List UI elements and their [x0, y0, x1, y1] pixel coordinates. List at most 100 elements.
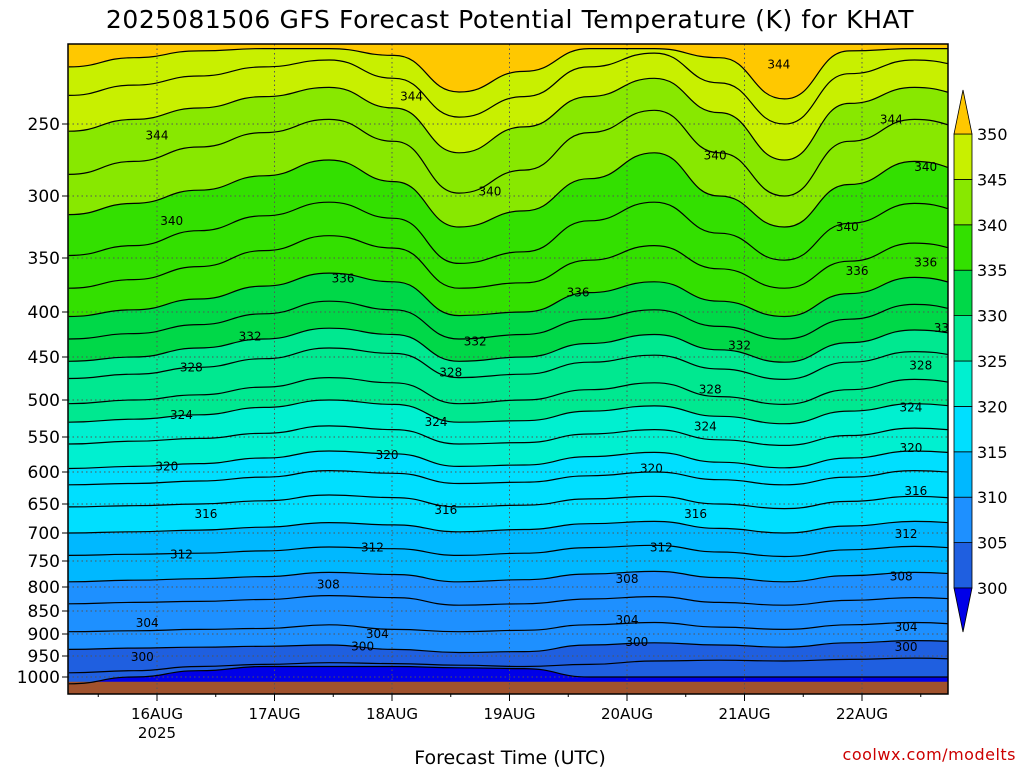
- colorbar-arrow-top: [953, 89, 973, 135]
- contour-line-346: [68, 52, 948, 125]
- colorbar-segment: [953, 133, 973, 180]
- contour-label: 320: [376, 448, 399, 462]
- colorbar-segment: [953, 405, 973, 453]
- colorbar-label: 320: [977, 397, 1008, 416]
- x-year-label: 2025: [138, 724, 176, 742]
- contour-label: 324: [694, 420, 717, 434]
- y-tick-label: 600: [28, 463, 60, 483]
- y-tick-label: 750: [28, 552, 60, 572]
- contour-label: 300: [895, 640, 918, 654]
- contour-label: 316: [195, 507, 218, 521]
- colorbar-label: 315: [977, 443, 1008, 462]
- colorbar-label: 335: [977, 261, 1008, 280]
- y-tick-label: 950: [28, 647, 60, 667]
- colorbar-label: 340: [977, 216, 1008, 235]
- contour-line-332: [68, 300, 948, 340]
- colorbar-segment: [953, 496, 973, 544]
- x-tick-label: 17AUG: [249, 705, 301, 723]
- contour-line-318: [68, 469, 948, 486]
- contour-line-336: [68, 235, 948, 289]
- contour-label: 324: [900, 400, 923, 414]
- colorbar-segment: [953, 178, 973, 226]
- contour-line-304: [68, 639, 948, 654]
- contour-line-330: [68, 327, 948, 363]
- contour-lines: [68, 47, 948, 685]
- x-axis-title: Forecast Time (UTC): [414, 747, 605, 768]
- contour-label: 304: [136, 616, 159, 630]
- y-tick-label: 700: [28, 524, 60, 544]
- contour-label: 336: [332, 272, 355, 286]
- terrain-ground: [68, 681, 948, 694]
- contour-label: 328: [180, 360, 203, 374]
- y-tick-label: 350: [28, 249, 60, 269]
- colorbar-segment: [953, 224, 973, 271]
- contour-label: 340: [836, 220, 859, 234]
- contour-label: 336: [846, 264, 869, 278]
- y-tick-label: 450: [28, 348, 60, 368]
- contour-line-322: [68, 425, 948, 447]
- contour-label: 344: [400, 90, 423, 104]
- contour-label: 328: [439, 365, 462, 379]
- x-tick-label: 22AUG: [836, 705, 888, 723]
- credit-link[interactable]: coolwx.com/modelts: [843, 745, 1016, 764]
- contour-label: 316: [904, 484, 927, 498]
- contour-label: 320: [640, 462, 663, 476]
- colorbar-arrow-bottom: [953, 587, 973, 633]
- colorbar-label: 350: [977, 125, 1008, 144]
- y-tick-label: 1000: [17, 668, 60, 688]
- contour-line-334: [68, 272, 948, 318]
- y-tick-label: 250: [28, 115, 60, 135]
- contour-label: 316: [434, 503, 457, 517]
- colorbar-label: 305: [977, 534, 1008, 553]
- contour-label: 312: [650, 541, 673, 555]
- contour-label: 308: [616, 572, 639, 586]
- contour-label: 336: [567, 286, 590, 300]
- contour-label: 312: [361, 541, 384, 555]
- contour-label: 328: [909, 359, 932, 373]
- contour-label: 308: [890, 570, 913, 584]
- y-tick-label: 550: [28, 428, 60, 448]
- contour-line-310: [68, 570, 948, 583]
- contour-line-328: [68, 347, 948, 381]
- contour-line-320: [68, 450, 948, 470]
- gridlines: [68, 44, 948, 694]
- contour-line-348: [68, 47, 948, 100]
- contour-label: 344: [767, 58, 790, 72]
- contour-label: 312: [895, 527, 918, 541]
- y-tick-label: 400: [28, 303, 60, 323]
- contour-label: 340: [704, 149, 727, 163]
- y-axis: 250 300 350 400 450 500 550 600 650 700 750 800 850 9…: [17, 115, 68, 688]
- contour-label: 340: [914, 160, 937, 174]
- colorbar-label: 300: [977, 579, 1008, 598]
- contour-line-344: [68, 77, 948, 161]
- colorbar-segment: [953, 269, 973, 317]
- terrain-band: [68, 681, 948, 694]
- contour-label: 300: [625, 635, 648, 649]
- contour-label: 332: [934, 321, 957, 335]
- contour-line-314: [68, 520, 948, 534]
- contour-line-308: [68, 594, 948, 606]
- chart-title: 2025081506 GFS Forecast Potential Temper…: [106, 5, 914, 34]
- y-tick-label: 650: [28, 495, 60, 515]
- contour-line-340: [68, 152, 948, 228]
- contour-label: 324: [170, 408, 193, 422]
- contour-label: 316: [684, 507, 707, 521]
- colorbar-segment: [953, 542, 973, 589]
- contour-label: 332: [464, 335, 487, 349]
- y-tick-label: 800: [28, 578, 60, 598]
- contour-label: 324: [425, 415, 448, 429]
- y-tick-label: 850: [28, 602, 60, 622]
- contour-label: 336: [914, 255, 937, 269]
- contour-label: 344: [146, 129, 169, 143]
- colorbar-segment: [953, 360, 973, 407]
- colorbar-segment: [953, 451, 973, 498]
- y-tick-label: 300: [28, 187, 60, 207]
- y-tick-label: 900: [28, 625, 60, 645]
- x-tick-label: 18AUG: [366, 705, 418, 723]
- contour-label: 304: [366, 627, 389, 641]
- contour-label: 340: [478, 185, 501, 199]
- y-tick-label: 500: [28, 391, 60, 411]
- contour-label: 344: [880, 112, 903, 126]
